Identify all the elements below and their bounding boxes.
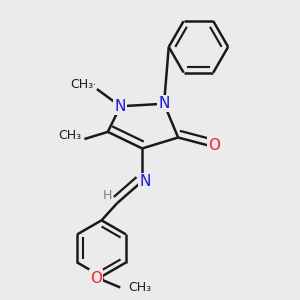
Text: N: N — [158, 96, 170, 111]
Text: N: N — [115, 99, 126, 114]
Text: —: — — [83, 78, 95, 91]
Text: CH₃: CH₃ — [128, 281, 151, 294]
Text: H: H — [103, 189, 112, 202]
Text: CH₃: CH₃ — [70, 78, 94, 91]
Text: O: O — [90, 271, 102, 286]
Text: CH₃: CH₃ — [58, 129, 81, 142]
Text: N: N — [140, 174, 151, 189]
Text: O: O — [208, 138, 220, 153]
